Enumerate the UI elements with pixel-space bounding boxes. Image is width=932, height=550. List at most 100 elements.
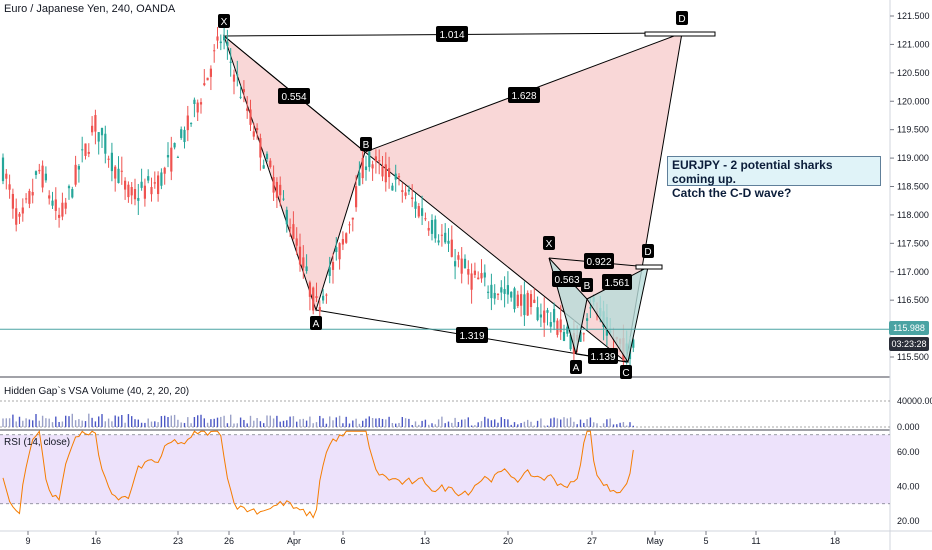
candle-body bbox=[87, 151, 90, 154]
candle-body bbox=[71, 189, 74, 198]
pattern1-xab-triangle bbox=[222, 34, 366, 312]
candle-body bbox=[312, 287, 315, 311]
candle-body bbox=[173, 142, 176, 148]
candle-body bbox=[506, 285, 509, 295]
candle-body bbox=[292, 224, 295, 239]
candle-body bbox=[249, 109, 252, 125]
candle-body bbox=[437, 240, 440, 243]
candle-body bbox=[124, 180, 127, 190]
ratio-label: 1.561 bbox=[604, 278, 629, 289]
candle-body bbox=[127, 184, 130, 198]
candle-body bbox=[566, 326, 569, 334]
candle-body bbox=[262, 165, 265, 169]
ratio-label-bg bbox=[436, 26, 468, 42]
pattern-point-label: D bbox=[678, 14, 685, 25]
rsi-tick-label: 60.00 bbox=[897, 447, 920, 457]
candle-body bbox=[440, 234, 443, 236]
price-tick-label: 117.500 bbox=[897, 238, 929, 248]
candle-body bbox=[305, 266, 308, 272]
candle-body bbox=[97, 132, 100, 142]
candle-body bbox=[143, 185, 146, 199]
ratio-label: 0.922 bbox=[586, 257, 611, 268]
candle-body bbox=[107, 158, 110, 160]
candle-body bbox=[391, 185, 394, 191]
candle-body bbox=[110, 152, 113, 172]
ratio-label-bg bbox=[552, 271, 582, 287]
candle-body bbox=[252, 131, 255, 137]
price-tick-label: 117.000 bbox=[897, 267, 929, 277]
countdown-label: 03:23:28 bbox=[889, 337, 929, 351]
candle-body bbox=[226, 41, 229, 46]
candle-body bbox=[424, 218, 427, 220]
candle-body bbox=[374, 156, 377, 162]
candle-body bbox=[516, 294, 519, 307]
price-tick-label: 118.500 bbox=[897, 182, 929, 192]
candle-body bbox=[272, 176, 275, 193]
ratio-label: 1.319 bbox=[459, 331, 484, 342]
candle-body bbox=[236, 74, 239, 76]
candle-body bbox=[341, 239, 344, 245]
ratio-label-bg bbox=[278, 88, 310, 104]
candle-body bbox=[513, 288, 516, 310]
candle-body bbox=[539, 314, 542, 318]
candle-body bbox=[25, 198, 28, 200]
candle-body bbox=[117, 168, 120, 184]
candle-body bbox=[331, 261, 335, 270]
candle-body bbox=[153, 182, 156, 184]
pattern-point-label-bg bbox=[310, 316, 322, 330]
pattern-point-label-bg bbox=[676, 11, 688, 25]
candle-body bbox=[41, 165, 44, 188]
candle-body bbox=[490, 284, 493, 299]
candle-body bbox=[61, 202, 64, 217]
candle-body bbox=[315, 296, 318, 299]
pattern-point-label-bg bbox=[360, 137, 372, 151]
candle-body bbox=[381, 166, 384, 177]
candle-body bbox=[473, 270, 476, 275]
pattern1-d-target-box bbox=[644, 31, 716, 37]
candle-body bbox=[104, 133, 107, 154]
candle-body bbox=[520, 294, 523, 306]
candle-body bbox=[470, 273, 473, 290]
candle-body bbox=[213, 50, 216, 52]
pattern-point-label: A bbox=[313, 319, 320, 330]
time-tick-label: 5 bbox=[703, 536, 708, 546]
candle-body bbox=[180, 129, 183, 138]
time-tick-label: 16 bbox=[91, 536, 101, 546]
candle-body bbox=[318, 307, 321, 312]
candle-body bbox=[170, 147, 173, 172]
candle-body bbox=[223, 36, 226, 41]
candle-body bbox=[411, 197, 414, 200]
candle-body bbox=[38, 169, 41, 172]
volume-tick-label: 0.000 bbox=[897, 422, 920, 432]
price-tick-label: 121.000 bbox=[897, 39, 930, 49]
candle-body bbox=[569, 334, 572, 350]
candle-body bbox=[404, 192, 407, 196]
idea-annotation[interactable]: EURJPY - 2 potential sharks coming up. C… bbox=[667, 156, 881, 200]
candle-body bbox=[15, 208, 18, 225]
candle-body bbox=[533, 299, 536, 303]
candle-body bbox=[28, 190, 31, 204]
candle-body bbox=[5, 173, 8, 179]
ratio-label: 1.628 bbox=[511, 91, 536, 102]
candle-body bbox=[298, 246, 302, 265]
candle-body bbox=[219, 41, 222, 44]
pattern-point-label: B bbox=[363, 140, 370, 151]
time-tick-label: Apr bbox=[287, 536, 301, 546]
candle-body bbox=[503, 289, 506, 294]
candle-body bbox=[1, 157, 5, 182]
pattern-point-label: D bbox=[644, 247, 651, 258]
candle-body bbox=[163, 167, 166, 174]
candle-body bbox=[335, 247, 338, 253]
ratio-label-bg bbox=[584, 253, 614, 269]
candle-body bbox=[328, 267, 331, 276]
candle-body bbox=[246, 108, 249, 111]
candle-body bbox=[556, 320, 559, 335]
candle-body bbox=[467, 269, 470, 275]
price-tick-label: 119.500 bbox=[897, 125, 929, 135]
candle-body bbox=[434, 219, 437, 239]
annotation-line-1: EURJPY - 2 potential sharks coming up. bbox=[672, 158, 833, 186]
volume-legend: Hidden Gap`s VSA Volume (40, 2, 20, 20) bbox=[4, 386, 190, 397]
candle-body bbox=[430, 220, 434, 234]
